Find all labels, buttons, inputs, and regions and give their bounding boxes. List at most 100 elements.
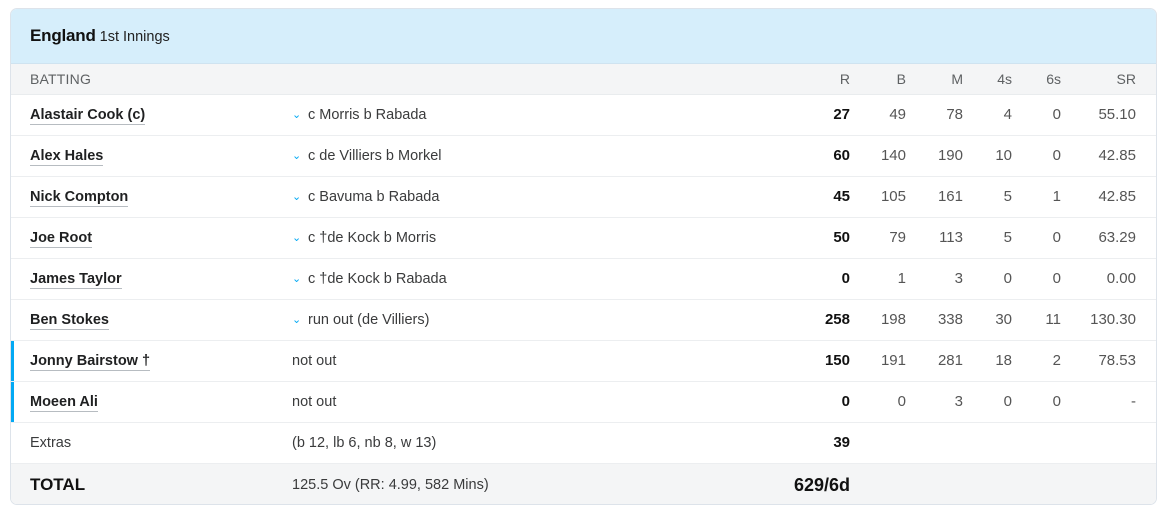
batter-name-link[interactable]: Ben Stokes — [30, 312, 109, 330]
chevron-down-icon[interactable]: ⌄ — [292, 108, 302, 121]
runs-cell: 45 — [708, 176, 850, 218]
chevron-down-icon[interactable]: ⌄ — [292, 149, 302, 162]
scorecard-card: England 1st Innings BATTING R B M 4s 6s … — [10, 8, 1157, 505]
dismissal-text: c de Villiers b Morkel — [308, 147, 442, 164]
fours-cell: 0 — [963, 381, 1012, 423]
batter-row: James Taylor ⌄ c †de Kock b Rabada 0 1 3 0 0 0.0… — [11, 258, 1156, 300]
batter-name-cell: Joe Root — [11, 217, 292, 259]
team-name: England — [30, 26, 96, 45]
runs-cell: 258 — [708, 299, 850, 341]
balls-cell: 191 — [850, 340, 906, 382]
strike-rate-cell: 0.00 — [1061, 258, 1156, 300]
strike-rate-cell: 42.85 — [1061, 135, 1156, 177]
batter-name-link[interactable]: Nick Compton — [30, 189, 129, 207]
dismissal-cell: not out — [292, 340, 708, 382]
sixes-cell: 11 — [1012, 299, 1061, 341]
total-label: TOTAL — [30, 475, 86, 495]
fours-cell: 5 — [963, 217, 1012, 259]
runs-cell: 50 — [708, 217, 850, 259]
chevron-down-icon[interactable]: ⌄ — [292, 313, 302, 326]
batter-name-link[interactable]: Jonny Bairstow † — [30, 353, 151, 371]
dismissal-cell: not out — [292, 381, 708, 423]
fours-cell: 30 — [963, 299, 1012, 341]
minutes-cell: 3 — [906, 258, 963, 300]
batter-name-cell: Nick Compton — [11, 176, 292, 218]
runs-cell: 60 — [708, 135, 850, 177]
batter-row: Nick Compton ⌄ c Bavuma b Rabada 45 105 161 5 1… — [11, 176, 1156, 218]
batter-row: Jonny Bairstow † not out 150 191 281 18 2 78.53 — [11, 340, 1156, 382]
dismissal-text: c Morris b Rabada — [308, 106, 427, 123]
dismissal-cell[interactable]: ⌄ c Bavuma b Rabada — [292, 176, 708, 218]
extras-detail: (b 12, lb 6, nb 8, w 13) — [292, 422, 708, 464]
batter-name-link[interactable]: Alastair Cook (c) — [30, 107, 146, 125]
strike-rate-cell: 130.30 — [1061, 299, 1156, 341]
strike-rate-cell: - — [1061, 381, 1156, 423]
batter-row: Ben Stokes ⌄ run out (de Villiers) 258 198 33… — [11, 299, 1156, 341]
minutes-column-header: M — [906, 64, 963, 95]
fours-cell: 10 — [963, 135, 1012, 177]
column-header-row: BATTING R B M 4s 6s SR — [11, 64, 1156, 95]
dismissal-cell[interactable]: ⌄ c †de Kock b Morris — [292, 217, 708, 259]
batter-name-link[interactable]: James Taylor — [30, 271, 122, 289]
batting-table: BATTING R B M 4s 6s SR Alastair Cook (c)… — [11, 64, 1156, 504]
batter-name-cell: Alastair Cook (c) — [11, 94, 292, 136]
dismissal-cell[interactable]: ⌄ c †de Kock b Rabada — [292, 258, 708, 300]
runs-cell: 0 — [708, 258, 850, 300]
dismissal-text: c †de Kock b Morris — [308, 229, 437, 246]
batter-name-cell: James Taylor — [11, 258, 292, 300]
sixes-cell: 0 — [1012, 94, 1061, 136]
batter-name-cell: Alex Hales — [11, 135, 292, 177]
sixes-cell: 0 — [1012, 381, 1061, 423]
innings-header[interactable]: England 1st Innings — [11, 9, 1156, 64]
dismissal-column-header — [292, 64, 708, 95]
total-score: 629/6d — [793, 474, 850, 495]
minutes-cell: 190 — [906, 135, 963, 177]
batter-name-cell: Jonny Bairstow † — [11, 340, 292, 382]
sixes-cell: 2 — [1012, 340, 1061, 382]
batter-row: Alastair Cook (c) ⌄ c Morris b Rabada 27 49 7… — [11, 94, 1156, 136]
chevron-down-icon[interactable]: ⌄ — [292, 190, 302, 203]
batter-row: Moeen Ali not out 0 0 3 0 0- — [11, 381, 1156, 423]
innings-label: 1st Innings — [99, 29, 170, 45]
runs-column-header: R — [708, 64, 850, 95]
batter-name-link[interactable]: Joe Root — [30, 230, 93, 248]
strike-rate-cell: 63.29 — [1061, 217, 1156, 259]
fours-cell: 4 — [963, 94, 1012, 136]
chevron-down-icon[interactable]: ⌄ — [292, 231, 302, 244]
sixes-cell: 1 — [1012, 176, 1061, 218]
batter-row: Joe Root ⌄ c †de Kock b Morris 50 79 113 5 0 63.… — [11, 217, 1156, 259]
balls-cell: 140 — [850, 135, 906, 177]
extras-row: Extras (b 12, lb 6, nb 8, w 13) 39 — [11, 422, 1156, 464]
chevron-down-icon[interactable]: ⌄ — [292, 272, 302, 285]
batter-row: Alex Hales ⌄ c de Villiers b Morkel 60 140 19… — [11, 135, 1156, 177]
strike-rate-cell: 42.85 — [1061, 176, 1156, 218]
fours-cell: 0 — [963, 258, 1012, 300]
dismissal-cell[interactable]: ⌄ c de Villiers b Morkel — [292, 135, 708, 177]
strike-rate-cell: 78.53 — [1061, 340, 1156, 382]
minutes-cell: 338 — [906, 299, 963, 341]
sixes-cell: 0 — [1012, 135, 1061, 177]
batter-name-link[interactable]: Alex Hales — [30, 148, 104, 166]
batter-name-link[interactable]: Moeen Ali — [30, 394, 98, 412]
fours-cell: 5 — [963, 176, 1012, 218]
balls-cell: 105 — [850, 176, 906, 218]
dismissal-text: run out (de Villiers) — [308, 311, 430, 328]
batter-name-cell: Moeen Ali — [11, 381, 292, 423]
dismissal-text: not out — [292, 352, 337, 369]
runs-cell: 150 — [708, 340, 850, 382]
strike-rate-cell: 55.10 — [1061, 94, 1156, 136]
dismissal-cell[interactable]: ⌄ c Morris b Rabada — [292, 94, 708, 136]
dismissal-cell[interactable]: ⌄ run out (de Villiers) — [292, 299, 708, 341]
balls-cell: 0 — [850, 381, 906, 423]
extras-runs: 39 — [708, 422, 850, 464]
sixes-cell: 0 — [1012, 217, 1061, 259]
total-row: TOTAL 125.5 Ov (RR: 4.99, 582 Mins) 629/… — [11, 463, 1156, 504]
runs-cell: 27 — [708, 94, 850, 136]
batting-column-header: BATTING — [11, 64, 292, 95]
strike-rate-column-header: SR — [1061, 64, 1156, 95]
balls-cell: 79 — [850, 217, 906, 259]
sixes-cell: 0 — [1012, 258, 1061, 300]
minutes-cell: 281 — [906, 340, 963, 382]
runs-cell: 0 — [708, 381, 850, 423]
balls-cell: 198 — [850, 299, 906, 341]
